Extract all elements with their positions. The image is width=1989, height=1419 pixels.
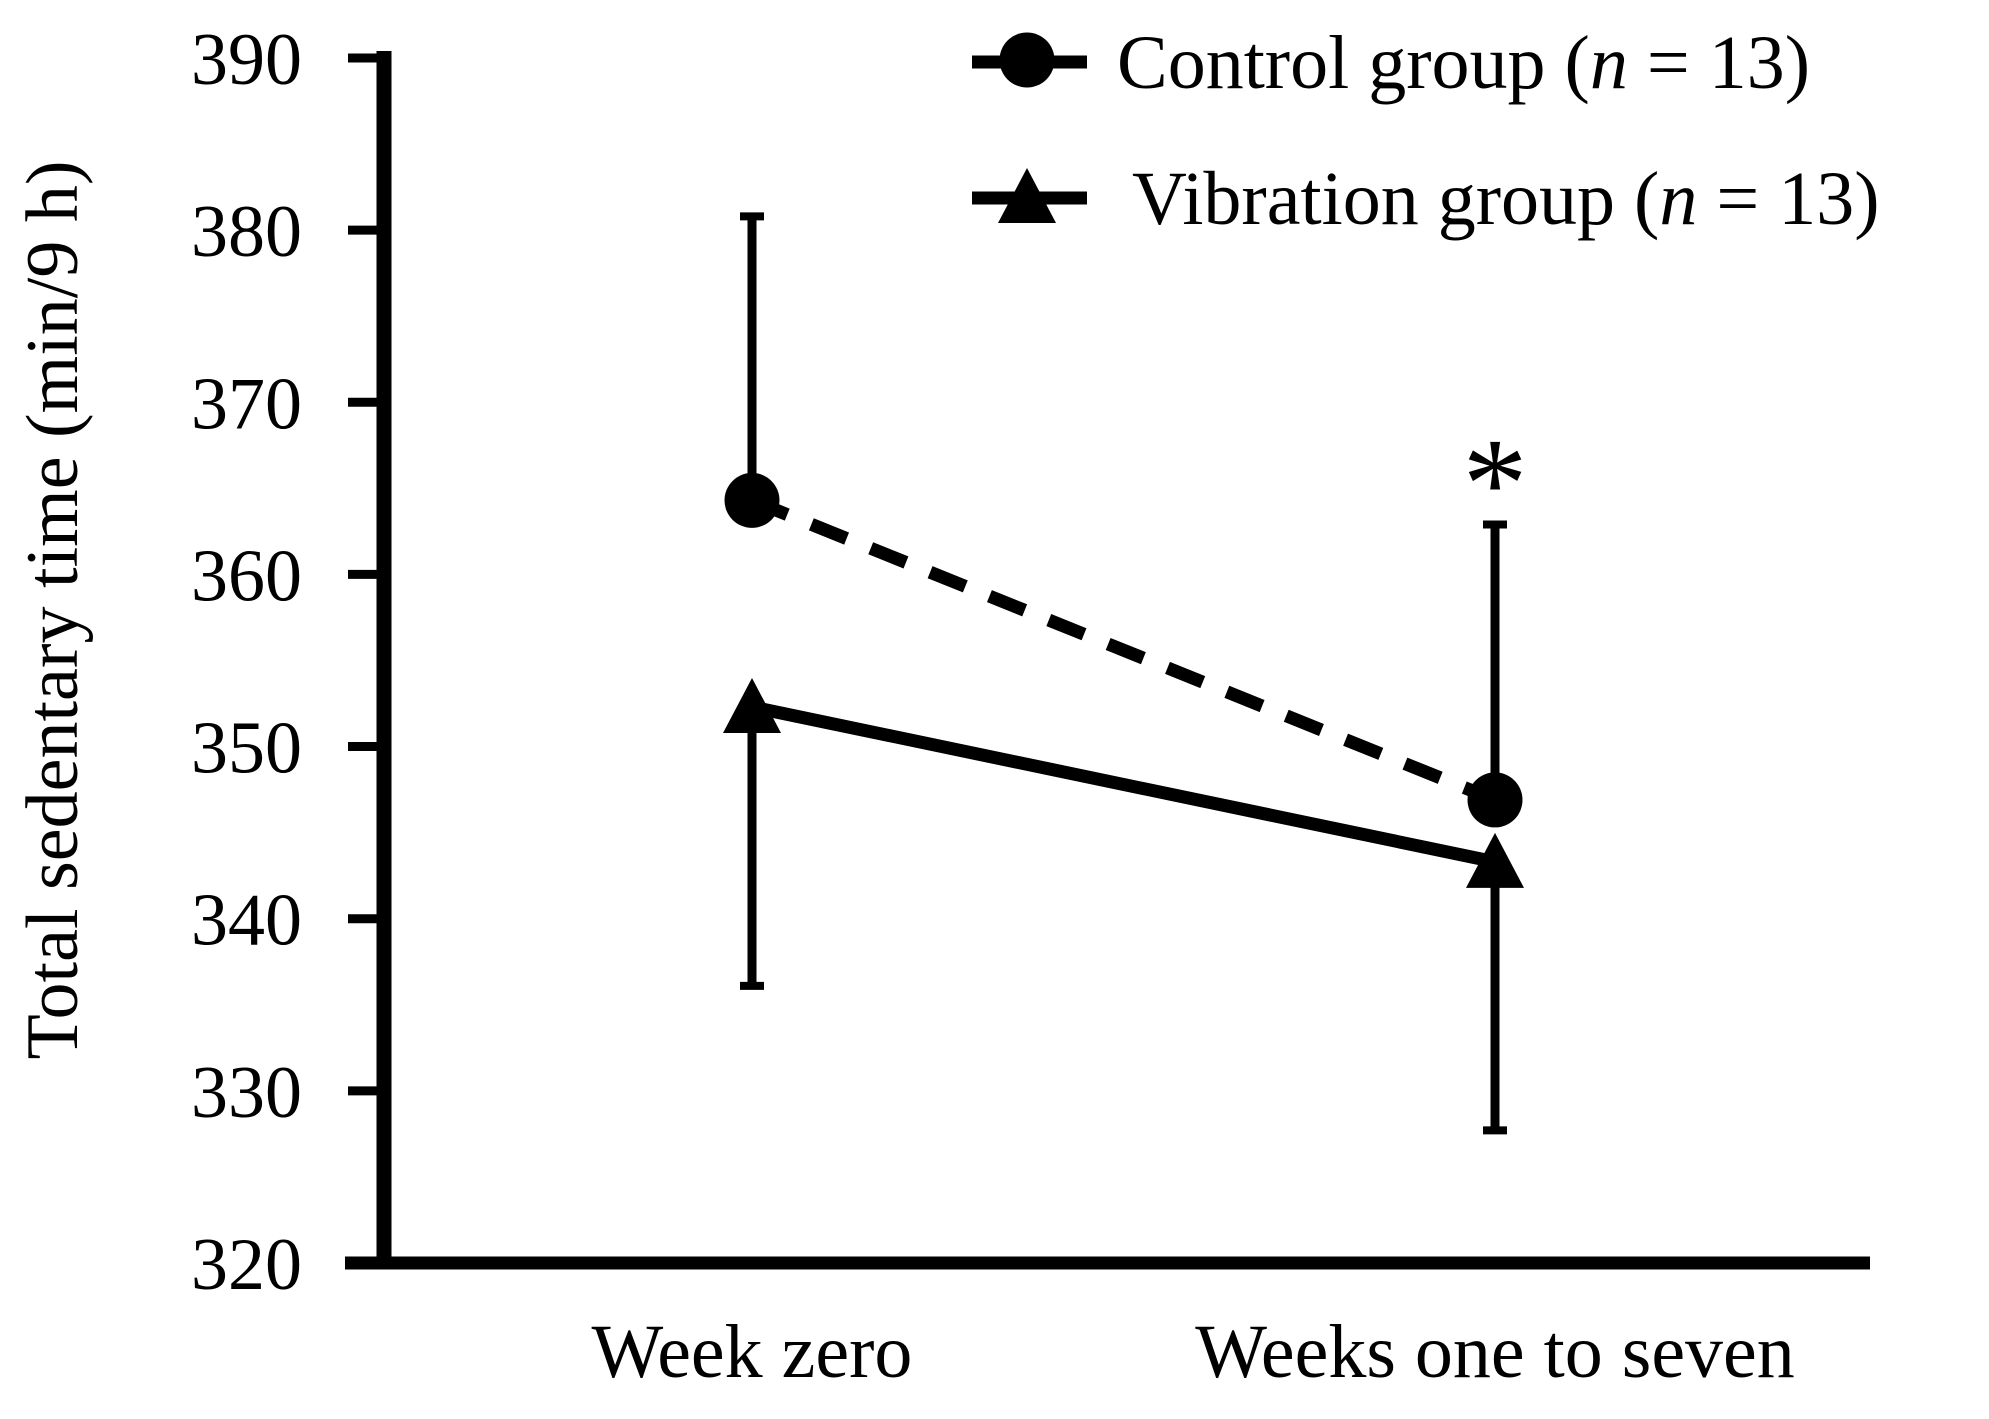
y-tick-label: 380 [191, 191, 302, 273]
y-axis: 390 380 370 360 350 340 330 320 Total sedentary… [12, 19, 392, 1306]
legend: Control group (n = 13) Vibration group (… [972, 21, 1880, 241]
legend-control-label: Control group (n = 13) [1117, 21, 1810, 105]
y-tick-label: 390 [191, 19, 302, 101]
x-tick-label-week-zero: Week zero [592, 1310, 913, 1394]
y-tick-label: 320 [191, 1224, 302, 1306]
legend-vibration-label: Vibration group (n = 13) [1132, 157, 1880, 241]
marker-triangle [723, 677, 781, 733]
marker-triangle [1466, 832, 1524, 888]
series-line-vibration [750, 700, 1497, 869]
y-tick-label: 360 [191, 535, 302, 617]
legend-control-marker-circle-icon [999, 32, 1055, 88]
y-tick-label: 340 [191, 880, 302, 962]
y-tick-label: 350 [191, 708, 302, 790]
significance-asterisk: * [1463, 412, 1528, 556]
series-line-control [749, 494, 1498, 806]
marker-circle [724, 472, 780, 528]
x-axis: Week zero Weeks one to seven [345, 1256, 1870, 1394]
legend-vibration-marker-triangle-icon [998, 168, 1056, 223]
y-axis-title: Total sedentary time (min/9 h) [12, 160, 94, 1059]
data-series [723, 212, 1524, 1135]
marker-circle [1467, 772, 1523, 828]
x-tick-label-weeks-one-to-seven: Weeks one to seven [1195, 1310, 1795, 1394]
y-ticks: 390 380 370 360 350 340 330 320 [191, 19, 377, 1306]
y-tick-label: 370 [191, 363, 302, 445]
y-tick-label: 330 [191, 1052, 302, 1134]
